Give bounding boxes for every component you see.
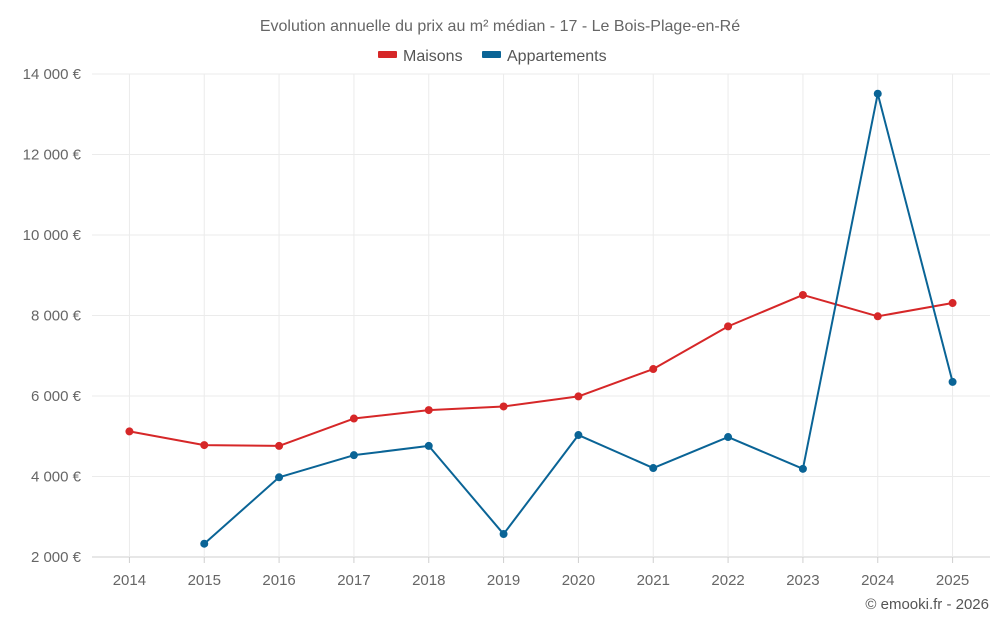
data-point-maisons bbox=[574, 392, 583, 401]
x-tick-label: 2018 bbox=[412, 572, 445, 589]
x-tick-label: 2024 bbox=[861, 572, 894, 589]
x-tick-label: 2021 bbox=[637, 572, 670, 589]
series-maisons bbox=[125, 290, 957, 450]
data-point-maisons bbox=[798, 290, 807, 299]
data-point-maisons bbox=[724, 322, 733, 331]
data-point-maisons bbox=[125, 427, 134, 436]
x-tick-label: 2016 bbox=[262, 572, 295, 589]
y-tick-label: 4 000 € bbox=[31, 469, 82, 486]
data-point-maisons bbox=[649, 365, 658, 374]
x-tick-label: 2023 bbox=[786, 572, 819, 589]
data-point-appartements bbox=[200, 539, 209, 548]
data-point-maisons bbox=[200, 441, 209, 450]
series-line-maisons bbox=[129, 293, 953, 447]
data-point-appartements bbox=[649, 464, 658, 473]
copyright-text: © emooki.fr - 2026 bbox=[865, 596, 989, 613]
data-point-appartements bbox=[275, 473, 284, 482]
y-tick-label: 14 000 € bbox=[23, 66, 82, 83]
series bbox=[125, 89, 957, 548]
data-point-maisons bbox=[349, 414, 358, 423]
legend-item-appartements[interactable]: Appartements bbox=[482, 48, 607, 65]
data-point-appartements bbox=[798, 464, 807, 473]
data-point-maisons bbox=[424, 406, 433, 415]
y-axis: 2 000 € 4 000 € 6 000 € 8 000 € 10 000 € 12 0… bbox=[23, 66, 82, 566]
data-point-maisons bbox=[873, 312, 882, 321]
x-tick-label: 2014 bbox=[113, 572, 146, 589]
series-appartements bbox=[200, 89, 957, 548]
data-point-appartements bbox=[499, 530, 508, 539]
data-point-appartements bbox=[948, 377, 957, 386]
y-tick-label: 8 000 € bbox=[31, 308, 82, 325]
y-tick-label: 10 000 € bbox=[23, 227, 82, 244]
y-tick-label: 6 000 € bbox=[31, 388, 82, 405]
chart-title: Evolution annuelle du prix au m² médian … bbox=[260, 18, 740, 35]
data-point-appartements bbox=[424, 441, 433, 450]
data-point-maisons bbox=[499, 402, 508, 411]
legend-label-appartements: Appartements bbox=[507, 48, 607, 65]
x-tick-label: 2019 bbox=[487, 572, 520, 589]
data-point-appartements bbox=[574, 431, 583, 440]
legend-swatch-appartements bbox=[482, 51, 501, 58]
y-tick-label: 2 000 € bbox=[31, 549, 82, 566]
data-point-maisons bbox=[275, 441, 284, 450]
y-tick-label: 12 000 € bbox=[23, 147, 82, 164]
x-tick-label: 2017 bbox=[337, 572, 370, 589]
legend-item-maisons[interactable]: Maisons bbox=[378, 48, 463, 65]
data-point-appartements bbox=[724, 433, 733, 442]
legend-swatch-maisons bbox=[378, 51, 397, 58]
data-point-appartements bbox=[873, 89, 882, 98]
x-tick-label: 2022 bbox=[711, 572, 744, 589]
legend[interactable]: Maisons Appartements bbox=[378, 48, 607, 65]
data-point-appartements bbox=[349, 451, 358, 460]
data-point-maisons bbox=[948, 299, 957, 308]
legend-label-maisons: Maisons bbox=[403, 48, 463, 65]
x-tick-label: 2025 bbox=[936, 572, 969, 589]
x-tick-label: 2020 bbox=[562, 572, 595, 589]
x-axis: 2014 2015 2016 2017 2018 2019 2020 2021 2022 2023… bbox=[113, 557, 969, 589]
x-tick-label: 2015 bbox=[188, 572, 221, 589]
